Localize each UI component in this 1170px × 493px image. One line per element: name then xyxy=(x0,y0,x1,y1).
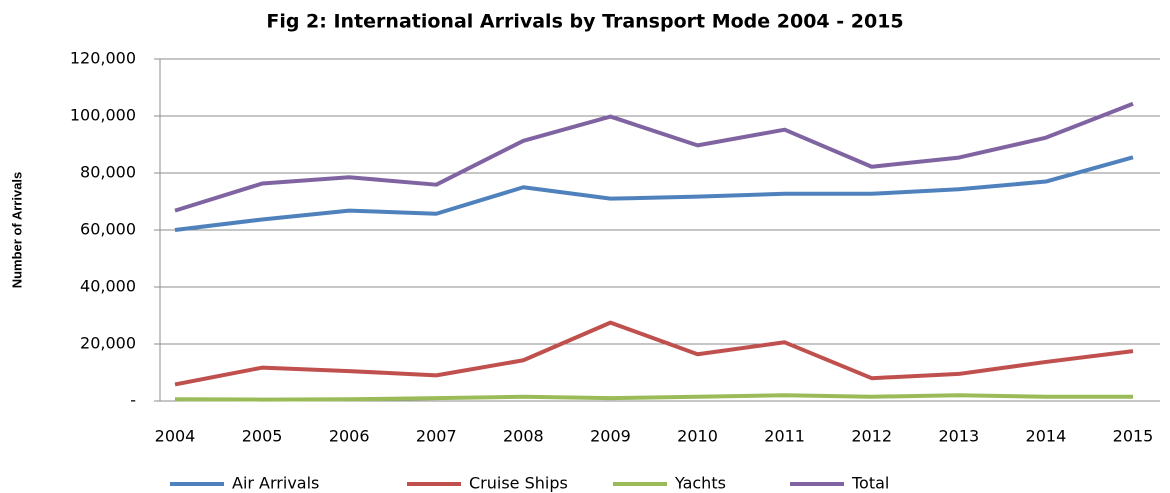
legend-label: Yachts xyxy=(674,474,726,493)
series-line xyxy=(174,155,1134,232)
legend-label: Air Arrivals xyxy=(232,474,319,493)
x-tick-label: 2004 xyxy=(155,427,196,446)
series-line xyxy=(174,320,1134,387)
legend-label: Cruise Ships xyxy=(469,474,568,493)
x-tick-label: 2012 xyxy=(851,427,892,446)
chart-title: Fig 2: International Arrivals by Transpo… xyxy=(266,11,903,33)
series-line xyxy=(174,393,1133,402)
x-tick-label: 2011 xyxy=(764,427,805,446)
x-tick-label: 2010 xyxy=(677,427,718,446)
legend-label: Total xyxy=(851,474,889,493)
x-tick-label: 2014 xyxy=(1026,427,1067,446)
y-tick-label: 60,000 xyxy=(80,220,136,239)
x-tick-label: 2013 xyxy=(938,427,979,446)
x-tick-label: 2015 xyxy=(1113,427,1154,446)
y-tick-label: 100,000 xyxy=(70,106,136,125)
x-tick-label: 2009 xyxy=(590,427,631,446)
y-tick-label: 40,000 xyxy=(80,277,136,296)
x-tick-label: 2006 xyxy=(329,427,370,446)
x-tick-label: 2005 xyxy=(242,427,283,446)
x-tick-label: 2008 xyxy=(503,427,544,446)
y-tick-label: 20,000 xyxy=(80,334,136,353)
x-tick-label: 2007 xyxy=(416,427,457,446)
series-line xyxy=(174,101,1134,213)
y-axis-label: Number of Arrivals xyxy=(9,172,24,289)
y-tick-label: 80,000 xyxy=(80,163,136,182)
y-tick-label: - xyxy=(130,391,136,410)
y-tick-label: 120,000 xyxy=(70,49,136,68)
